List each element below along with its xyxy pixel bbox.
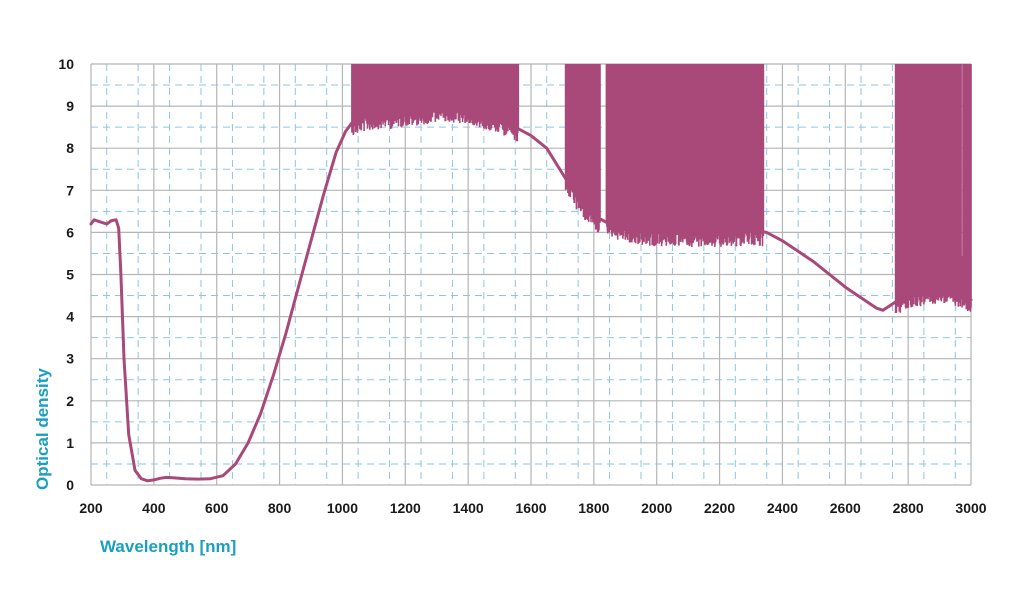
y-tick-label: 4 <box>66 309 74 325</box>
y-axis-title: Optical density <box>33 368 52 490</box>
x-tick-label: 1200 <box>390 500 421 516</box>
y-tick-label: 0 <box>66 477 74 493</box>
y-tick-label: 9 <box>66 98 74 114</box>
x-tick-label: 1000 <box>327 500 358 516</box>
y-tick-label: 8 <box>66 140 74 156</box>
y-tick-label: 10 <box>58 56 74 72</box>
series-line <box>89 106 973 483</box>
y-tick-labels: 0 1 2 3 4 5 6 7 8 9 10 <box>58 56 74 493</box>
x-tick-label: 3000 <box>955 500 986 516</box>
x-tick-label: 1800 <box>578 500 609 516</box>
x-tick-label: 2600 <box>830 500 861 516</box>
x-tick-label: 1600 <box>515 500 546 516</box>
x-tick-label: 2800 <box>893 500 924 516</box>
y-tick-label: 7 <box>66 182 74 198</box>
noise-band <box>351 64 520 142</box>
noise-band <box>605 64 765 248</box>
x-tick-labels: 200 400 600 800 1000 1200 1400 1600 1800 2000 2200… <box>79 500 986 516</box>
y-tick-label: 3 <box>66 351 74 367</box>
x-tick-label: 200 <box>79 500 103 516</box>
noise-band <box>564 64 601 233</box>
x-tick-label: 2400 <box>767 500 798 516</box>
x-tick-label: 1400 <box>453 500 484 516</box>
y-tick-label: 2 <box>66 393 74 409</box>
x-tick-label: 600 <box>205 500 229 516</box>
x-tick-label: 2200 <box>704 500 735 516</box>
x-tick-label: 400 <box>142 500 166 516</box>
noise-band <box>894 64 972 313</box>
y-tick-label: 1 <box>66 435 74 451</box>
y-tick-label: 6 <box>66 224 74 240</box>
x-axis-title: Wavelength [nm] <box>100 537 236 556</box>
x-tick-label: 800 <box>268 500 292 516</box>
x-tick-label: 2000 <box>641 500 672 516</box>
y-tick-label: 5 <box>66 267 74 283</box>
noise-bands <box>351 64 972 313</box>
